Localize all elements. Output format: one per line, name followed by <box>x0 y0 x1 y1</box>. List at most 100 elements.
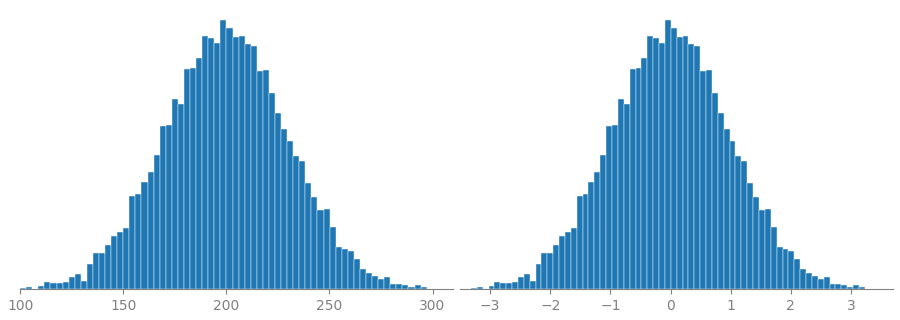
Bar <box>372 276 378 289</box>
Bar <box>706 70 712 289</box>
Bar <box>208 38 214 289</box>
Bar <box>311 197 318 289</box>
Bar <box>506 283 512 289</box>
Bar <box>384 277 391 289</box>
Bar <box>342 250 347 289</box>
Bar <box>87 264 93 289</box>
Bar <box>518 277 524 289</box>
Bar <box>318 210 323 289</box>
Bar <box>300 161 305 289</box>
Bar <box>712 93 718 289</box>
Bar <box>190 68 196 289</box>
Bar <box>835 284 842 289</box>
Bar <box>800 269 806 289</box>
Bar <box>354 260 360 289</box>
Bar <box>647 36 653 289</box>
Bar <box>99 253 105 289</box>
Bar <box>559 236 565 289</box>
Bar <box>565 232 571 289</box>
Bar <box>378 279 384 289</box>
Bar <box>269 93 275 289</box>
Bar <box>494 282 500 289</box>
Bar <box>154 155 159 289</box>
Bar <box>718 113 724 289</box>
Bar <box>238 36 245 289</box>
Bar <box>635 68 642 289</box>
Bar <box>765 209 770 289</box>
Bar <box>347 251 354 289</box>
Bar <box>842 285 847 289</box>
Bar <box>612 125 618 289</box>
Bar <box>329 227 336 289</box>
Bar <box>184 69 190 289</box>
Bar <box>148 172 154 289</box>
Bar <box>670 28 677 289</box>
Bar <box>63 282 68 289</box>
Bar <box>688 44 694 289</box>
Bar <box>753 197 759 289</box>
Bar <box>420 287 427 289</box>
Bar <box>606 126 612 289</box>
Bar <box>159 126 166 289</box>
Bar <box>795 260 800 289</box>
Bar <box>677 37 682 289</box>
Bar <box>812 276 818 289</box>
Bar <box>409 287 415 289</box>
Bar <box>275 113 281 289</box>
Bar <box>68 277 75 289</box>
Bar <box>489 286 494 289</box>
Bar <box>624 104 630 289</box>
Bar <box>477 287 482 289</box>
Bar <box>39 286 44 289</box>
Bar <box>293 156 300 289</box>
Bar <box>464 288 469 289</box>
Bar <box>653 38 659 289</box>
Bar <box>524 274 530 289</box>
Bar <box>93 253 99 289</box>
Bar <box>141 182 148 289</box>
Bar <box>682 36 688 289</box>
Bar <box>263 70 269 289</box>
Bar <box>196 58 202 289</box>
Bar <box>589 182 594 289</box>
Bar <box>172 100 178 289</box>
Bar <box>471 288 477 289</box>
Bar <box>202 36 208 289</box>
Bar <box>391 284 396 289</box>
Bar <box>788 251 795 289</box>
Bar <box>123 228 130 289</box>
Bar <box>659 43 665 289</box>
Bar <box>782 250 788 289</box>
Bar <box>759 210 765 289</box>
Bar <box>642 58 647 289</box>
Bar <box>366 273 372 289</box>
Bar <box>700 71 706 289</box>
Bar <box>130 196 135 289</box>
Bar <box>50 283 57 289</box>
Bar <box>742 161 747 289</box>
Bar <box>305 183 311 289</box>
Bar <box>694 46 700 289</box>
Bar <box>251 46 256 289</box>
Bar <box>402 285 409 289</box>
Bar <box>214 43 220 289</box>
Bar <box>232 37 239 289</box>
Bar <box>336 247 342 289</box>
Bar <box>20 288 26 289</box>
Bar <box>117 232 123 289</box>
Bar <box>436 288 442 289</box>
Bar <box>594 172 600 289</box>
Bar <box>105 245 111 289</box>
Bar <box>44 282 50 289</box>
Bar <box>227 28 232 289</box>
Bar <box>618 100 624 289</box>
Bar <box>630 69 635 289</box>
Bar <box>542 253 547 289</box>
Bar <box>415 285 420 289</box>
Bar <box>75 274 81 289</box>
Bar <box>536 264 542 289</box>
Bar <box>57 283 63 289</box>
Bar <box>220 20 227 289</box>
Bar <box>396 284 402 289</box>
Bar <box>735 156 742 289</box>
